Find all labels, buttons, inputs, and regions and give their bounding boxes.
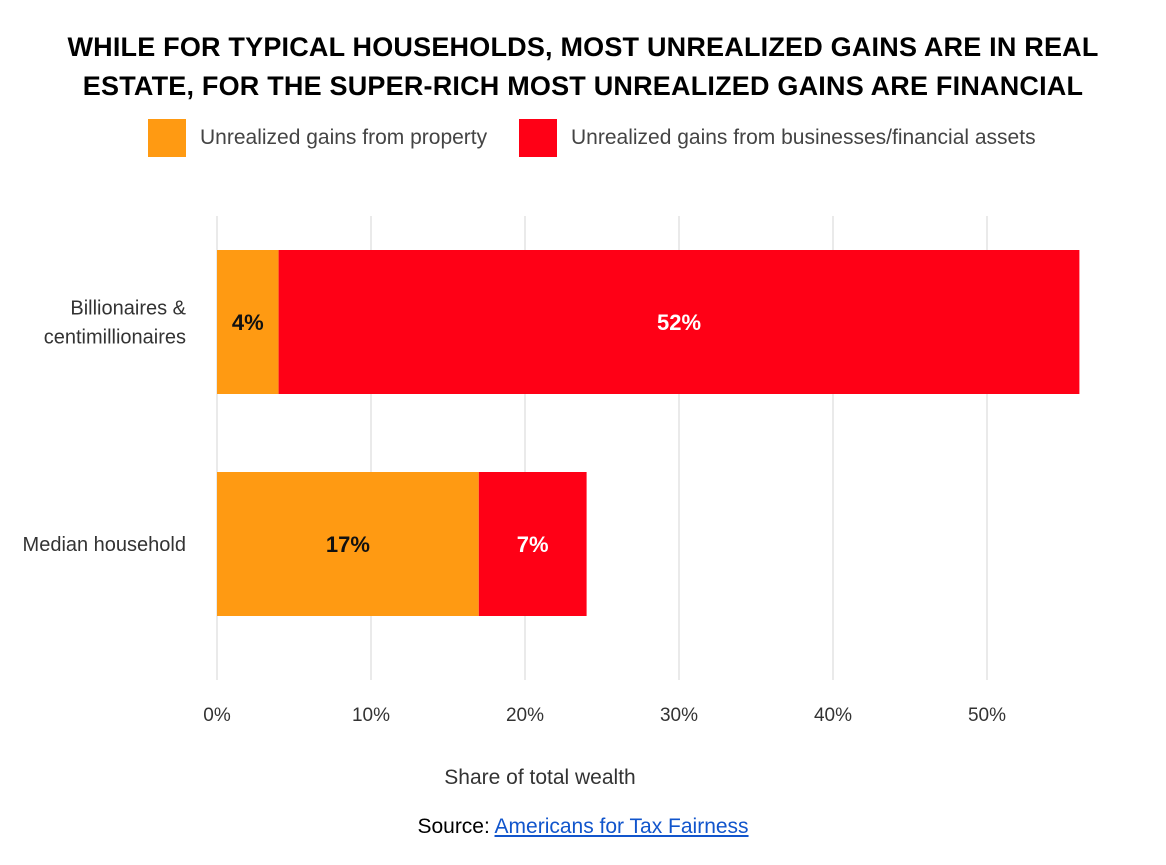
x-tick-label: 0% bbox=[203, 705, 231, 726]
source-line: Source: Americans for Tax Fairness bbox=[0, 815, 1166, 839]
x-tick-label: 40% bbox=[814, 705, 852, 726]
legend-item-financial: Unrealized gains from businesses/financi… bbox=[519, 119, 1036, 157]
bar-segment bbox=[217, 250, 279, 394]
data-label: 52% bbox=[657, 310, 701, 335]
bar-segment bbox=[217, 472, 479, 616]
category-label: Median household bbox=[23, 534, 186, 556]
category-label: centimillionaires bbox=[44, 327, 186, 349]
category-label: Billionaires & bbox=[70, 298, 186, 320]
legend-label-financial: Unrealized gains from businesses/financi… bbox=[571, 126, 1036, 149]
legend: Unrealized gains from property Unrealize… bbox=[0, 119, 1166, 157]
data-label: 4% bbox=[232, 310, 264, 335]
legend-swatch-financial bbox=[519, 119, 557, 157]
source-prefix: Source: bbox=[417, 815, 495, 838]
bar-segment bbox=[278, 250, 1080, 394]
chart-title-line-2: ESTATE, FOR THE SUPER-RICH MOST UNREALIZ… bbox=[82, 71, 1084, 101]
legend-label-property: Unrealized gains from property bbox=[200, 126, 488, 149]
x-tick-label: 50% bbox=[968, 705, 1006, 726]
chart-title: WHILE FOR TYPICAL HOUSEHOLDS, MOST UNREA… bbox=[0, 28, 1166, 106]
data-label: 17% bbox=[326, 532, 370, 557]
bar-chart: 0% 10% 20% 30% 40% 50% 4% 52% Billionaires & cent… bbox=[23, 216, 1080, 726]
x-axis-title: Share of total wealth bbox=[444, 766, 636, 789]
source-link[interactable]: Americans for Tax Fairness bbox=[494, 815, 749, 838]
x-tick-label: 20% bbox=[506, 705, 544, 726]
legend-swatch-property bbox=[148, 119, 186, 157]
x-tick-label: 10% bbox=[352, 705, 390, 726]
bar-segment bbox=[478, 472, 587, 616]
legend-item-property: Unrealized gains from property bbox=[148, 119, 487, 157]
chart-title-line-1: WHILE FOR TYPICAL HOUSEHOLDS, MOST UNREA… bbox=[67, 32, 1099, 62]
data-label: 7% bbox=[517, 532, 549, 557]
x-tick-label: 30% bbox=[660, 705, 698, 726]
